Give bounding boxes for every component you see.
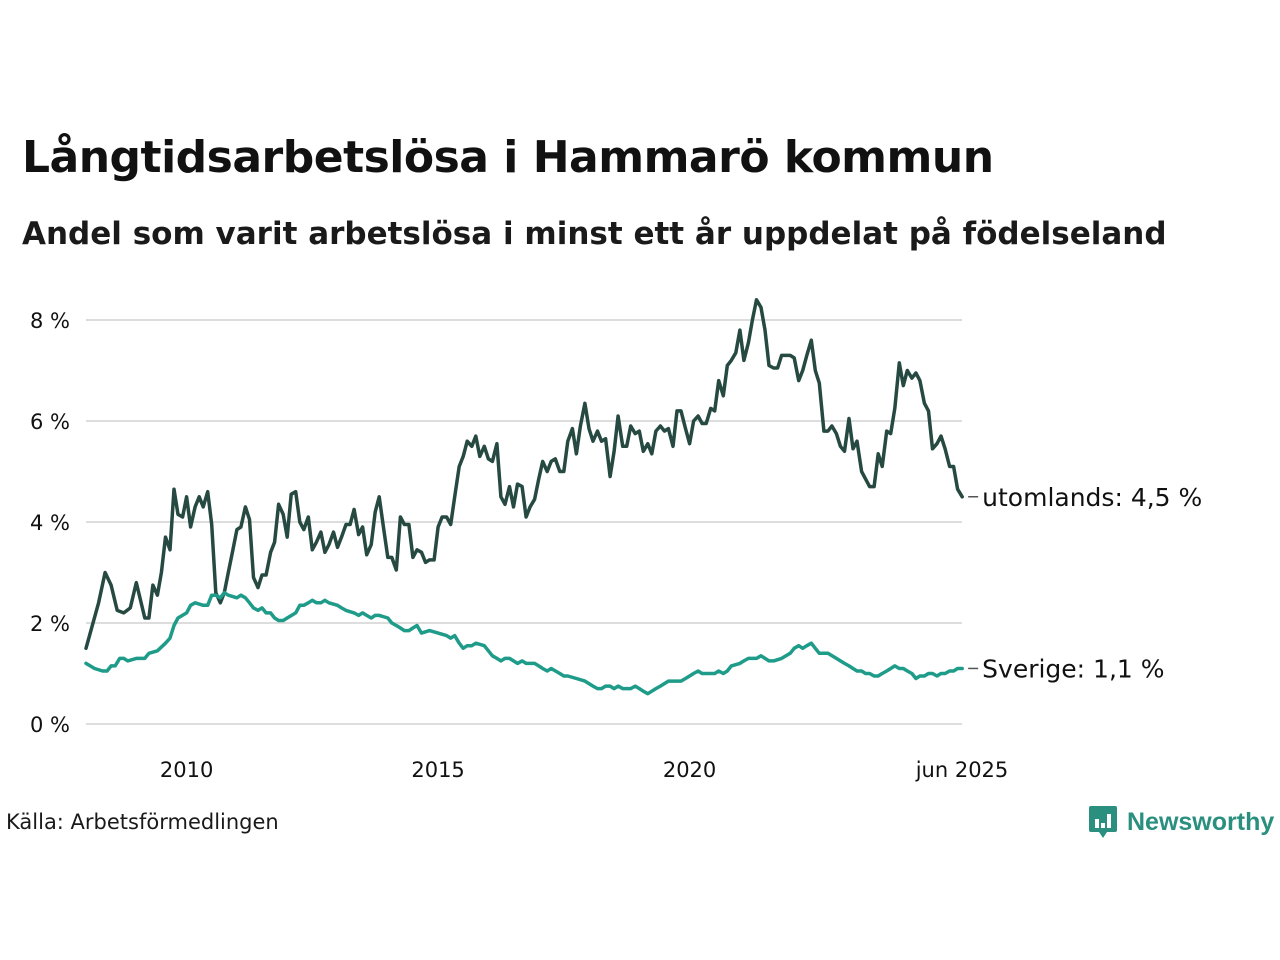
chart-title: Långtidsarbetslösa i Hammarö kommun bbox=[22, 132, 994, 183]
newsworthy-logo-icon bbox=[1089, 806, 1117, 838]
x-tick-label: 2020 bbox=[663, 758, 716, 782]
y-tick-label: 8 % bbox=[30, 309, 70, 333]
newsworthy-logo[interactable]: Newsworthy bbox=[1088, 804, 1274, 840]
x-axis-ticks: 2010 2015 2020 jun 2025 bbox=[160, 758, 1008, 782]
end-label-sverige: Sverige: 1,1 % bbox=[982, 654, 1164, 683]
end-labels: utomlands: 4,5 % Sverige: 1,1 % bbox=[968, 483, 1202, 683]
series-lines bbox=[84, 298, 964, 696]
series-line-sverige bbox=[84, 590, 964, 696]
y-tick-label: 0 % bbox=[30, 713, 70, 737]
x-tick-label: jun 2025 bbox=[915, 758, 1009, 782]
y-tick-label: 6 % bbox=[30, 410, 70, 434]
gridlines bbox=[86, 319, 962, 725]
brand-name: Newsworthy bbox=[1127, 807, 1275, 836]
y-tick-label: 4 % bbox=[30, 511, 70, 535]
x-tick-label: 2015 bbox=[411, 758, 464, 782]
chart-subtitle: Andel som varit arbetslösa i minst ett å… bbox=[22, 216, 1167, 252]
series-line-utomlands bbox=[84, 298, 964, 651]
x-tick-label: 2010 bbox=[160, 758, 213, 782]
y-axis-ticks: 0 % 2 % 4 % 6 % 8 % bbox=[30, 309, 70, 737]
y-tick-label: 2 % bbox=[30, 612, 70, 636]
source-note: Källa: Arbetsförmedlingen bbox=[6, 810, 279, 834]
end-label-utomlands: utomlands: 4,5 % bbox=[982, 483, 1202, 512]
